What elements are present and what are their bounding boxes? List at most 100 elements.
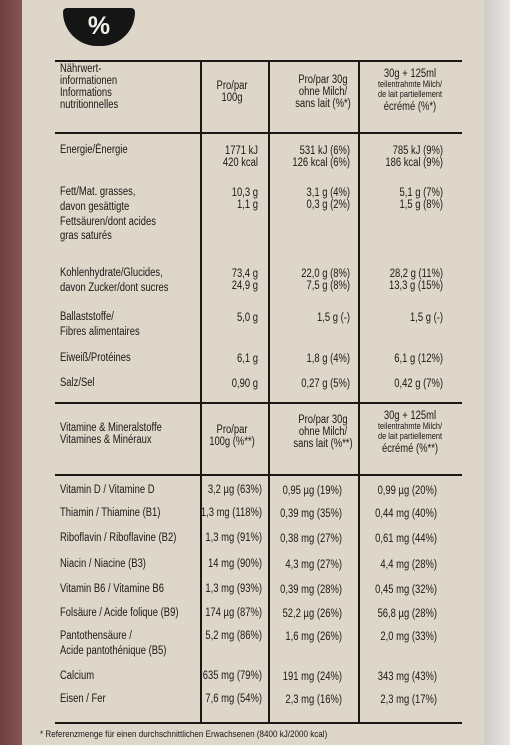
- table1-row-label: Fettsäuren/dont acides: [60, 215, 156, 228]
- table1-header-per30g: sans lait (%*): [295, 98, 351, 110]
- table2-row-label: Calcium: [60, 670, 95, 682]
- table2-row-label: Folsäure / Acide folique (B9): [60, 607, 179, 619]
- table2-header-per30g: Pro/par 30g: [298, 414, 348, 426]
- table1-divider-3: [358, 62, 360, 402]
- footnote: * Referenzmenge für einen durchschnittli…: [40, 729, 328, 740]
- table1-header-per30g: ohne Milch/: [298, 86, 348, 98]
- table2-value-per100g: 5,2 mg (86%): [205, 630, 262, 642]
- table1-header-with-milk: teilentrahmte Milch/: [378, 79, 442, 89]
- table1-row-label: Fibres alimentaires: [60, 325, 140, 338]
- table2-header-per100g: 100g (%**): [209, 436, 255, 448]
- table2-value-with-milk: 2,3 mg (17%): [380, 694, 437, 706]
- table1-header-label: Informations: [60, 87, 112, 99]
- table1-value-per100g: 1771 kJ: [224, 145, 258, 157]
- table2-row-label: Vitamin D / Vitamine D: [60, 484, 155, 496]
- table2-header-label: Vitamine & Mineralstoffe: [60, 422, 162, 434]
- table1-value-with-milk: 13,3 g (15%): [388, 280, 443, 292]
- table1-value-with-milk: 785 kJ (9%): [392, 145, 443, 157]
- table2-header-rule: [55, 474, 462, 476]
- table2-value-with-milk: 0,61 mg (44%): [375, 533, 437, 545]
- table2-divider-1: [200, 404, 202, 722]
- table2-header-with-milk: 30g + 125ml: [383, 410, 437, 422]
- table2-row-label: Thiamin / Thiamine (B1): [60, 507, 161, 519]
- table1-row-label: gras saturés: [60, 230, 112, 243]
- table2-value-per30g: 2,3 mg (16%): [285, 694, 342, 706]
- table2-top-border: [55, 402, 462, 404]
- table2-row-label: Eisen / Fer: [60, 693, 106, 705]
- percent-symbol: %: [87, 12, 111, 40]
- nutrition-label: [22, 0, 484, 745]
- table1-value-per100g: 73,4 g: [231, 268, 258, 280]
- table2-value-per30g: 1,6 mg (26%): [285, 631, 342, 643]
- table2-value-per30g: 191 mg (24%): [282, 671, 342, 683]
- table1-value-with-milk: 0,42 g (7%): [394, 378, 443, 390]
- table1-value-per30g: 7,5 g (8%): [306, 280, 350, 292]
- table2-value-per30g: 4,3 mg (27%): [285, 559, 342, 571]
- table1-top-border: [55, 60, 462, 62]
- table2-value-with-milk: 0,44 mg (40%): [375, 508, 437, 520]
- table1-value-per30g: 1,8 g (4%): [306, 353, 350, 365]
- table2-divider-3: [358, 404, 360, 722]
- table1-value-per100g: 1,1 g: [237, 199, 258, 211]
- table1-row-label: Energie/Énergie: [60, 144, 128, 156]
- table1-value-with-milk: 28,2 g (11%): [389, 268, 443, 280]
- table2-value-with-milk: 56,8 µg (28%): [377, 608, 437, 620]
- table1-row-label: Fett/Mat. grasses,: [60, 186, 136, 198]
- table1-value-per30g: 126 kcal (6%): [292, 157, 350, 169]
- table2-header-with-milk: de lait partiellement: [377, 430, 442, 441]
- table2-value-per30g: 0,39 mg (35%): [280, 508, 342, 520]
- table2-row-label: Vitamin B6 / Vitamine B6: [60, 583, 164, 595]
- table1-value-with-milk: 186 kcal (9%): [385, 157, 443, 169]
- table2-row-label: Niacin / Niacine (B3): [60, 558, 146, 570]
- table2-header-label: Vitamines & Minéraux: [60, 434, 152, 446]
- table2-header-with-milk: écrémé (%**): [381, 443, 439, 455]
- table2-value-per30g: 52,2 µg (26%): [282, 608, 342, 620]
- table2-value-per30g: 0,95 µg (19%): [282, 485, 342, 497]
- table2-value-per100g: 7,6 mg (54%): [205, 693, 262, 705]
- table1-value-with-milk: 1,5 g (-): [409, 312, 443, 324]
- table1-header-rule: [55, 132, 462, 134]
- table2-value-with-milk: 4,4 mg (28%): [380, 559, 437, 571]
- table1-value-per30g: 22,0 g (8%): [301, 268, 350, 280]
- table1-row-label: Salz/Sel: [60, 377, 95, 389]
- table1-divider-2: [268, 62, 270, 402]
- table2-value-per100g: 1,3 mg (91%): [205, 532, 262, 544]
- table2-row-label: Pantothensäure /: [60, 630, 132, 642]
- table1-value-per100g: 24,9 g: [231, 280, 258, 292]
- table2-value-per100g: 3,2 µg (63%): [207, 484, 262, 496]
- table2-value-per100g: 1,3 mg (118%): [200, 507, 262, 519]
- table2-value-with-milk: 343 mg (43%): [377, 671, 437, 683]
- table1-divider-1: [200, 62, 202, 402]
- table1-value-per100g: 6,1 g: [237, 353, 258, 365]
- table2-value-with-milk: 0,99 µg (20%): [377, 485, 437, 497]
- package-edge-right: [484, 0, 510, 745]
- table2-row-label: Riboflavin / Riboflavine (B2): [60, 532, 177, 544]
- table2-bottom-border: [55, 722, 462, 724]
- table1-header-with-milk: écrémé (%*): [383, 101, 437, 113]
- table2-value-per30g: 0,38 mg (27%): [280, 533, 342, 545]
- table1-value-per100g: 420 kcal: [222, 157, 258, 169]
- table1-value-per100g: 10,3 g: [231, 187, 258, 199]
- table1-value-per30g: 531 kJ (6%): [299, 145, 350, 157]
- table1-header-label: nutritionnelles: [60, 99, 119, 111]
- table1-value-per100g: 5,0 g: [237, 312, 258, 324]
- table1-row-label: Eiweiß/Protéines: [60, 352, 131, 364]
- table2-value-per30g: 0,39 mg (28%): [280, 584, 342, 596]
- percent-bowl-icon: %: [63, 8, 135, 46]
- table1-value-with-milk: 1,5 g (8%): [399, 199, 443, 211]
- table1-value-with-milk: 5,1 g (7%): [399, 187, 443, 199]
- table1-header-with-milk: 30g + 125ml: [383, 68, 437, 80]
- table1-row-label: Kohlenhydrate/Glucides,: [60, 267, 163, 279]
- table1-row-label: davon gesättigte: [60, 200, 130, 213]
- package-edge-left: [0, 0, 22, 745]
- table2-header-with-milk: teilentrahmte Milch/: [378, 421, 442, 431]
- table2-row-label: Acide pantothénique (B5): [60, 644, 167, 657]
- table2-value-per100g: 1,3 mg (93%): [205, 583, 262, 595]
- table2-divider-2: [268, 404, 270, 722]
- table2-value-per100g: 174 µg (87%): [205, 607, 262, 619]
- table1-row-label: davon Zucker/dont sucres: [60, 281, 169, 294]
- table1-header-label: Nährwert-: [60, 63, 102, 75]
- table1-value-with-milk: 6,1 g (12%): [394, 353, 443, 365]
- table1-value-per30g: 0,27 g (5%): [301, 378, 350, 390]
- table1-value-per100g: 0,90 g: [231, 378, 258, 390]
